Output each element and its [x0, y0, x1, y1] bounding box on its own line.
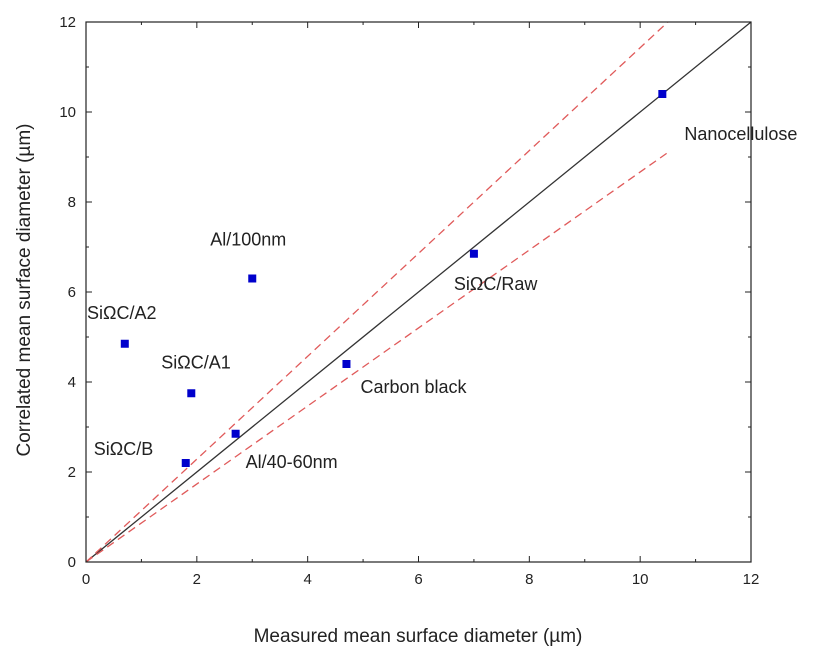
y-tick-label: 6	[68, 284, 76, 301]
point-label: SiΩC/A2	[87, 303, 156, 323]
x-tick-label: 4	[303, 571, 311, 588]
point-label: Nanocellulose	[684, 124, 797, 144]
data-point	[658, 90, 667, 98]
data-point	[231, 429, 240, 438]
point-label: Al/40-60nm	[246, 452, 338, 472]
x-tick-label: 12	[743, 571, 760, 588]
y-tick-label: 8	[68, 194, 76, 211]
x-tick-label: 8	[525, 571, 533, 588]
point-label: SiΩC/Raw	[454, 274, 538, 294]
parity-line	[85, 21, 752, 563]
x-axis-title: Measured mean surface diameter (µm)	[254, 626, 583, 647]
y-tick-label: 0	[68, 554, 76, 571]
x-tick-label: 10	[632, 571, 649, 588]
point-label: SiΩC/A1	[161, 352, 230, 372]
x-tick-label: 2	[193, 571, 201, 588]
data-point	[342, 360, 351, 368]
y-axis-title: Correlated mean surface diameter (µm)	[14, 123, 35, 456]
reference-lines	[85, 21, 752, 563]
point-label: SiΩC/B	[94, 439, 153, 459]
point-label: Carbon black	[360, 377, 467, 397]
y-tick-label: 4	[68, 374, 76, 391]
point-label: Al/100nm	[210, 230, 286, 250]
upper-bound-line	[85, 21, 669, 563]
y-tick-label: 10	[59, 104, 76, 121]
y-tick-label: 2	[68, 464, 76, 481]
data-point	[181, 459, 190, 467]
lower-bound-line	[85, 151, 669, 563]
axes	[85, 21, 752, 563]
data-point	[469, 249, 478, 258]
x-tick-label: 0	[82, 571, 90, 588]
data-points: Nanocellulose Al/100nm SiΩC/Raw SiΩC/A2 SiΩC…	[87, 90, 797, 472]
data-point	[187, 389, 196, 398]
x-tick-label: 6	[414, 571, 422, 588]
data-point	[248, 274, 257, 283]
data-point	[120, 339, 129, 348]
tick-labels: 0 2 4 6 8 10 12 0 2 4 6 8 10 12	[59, 14, 759, 588]
y-tick-label: 12	[59, 14, 76, 31]
